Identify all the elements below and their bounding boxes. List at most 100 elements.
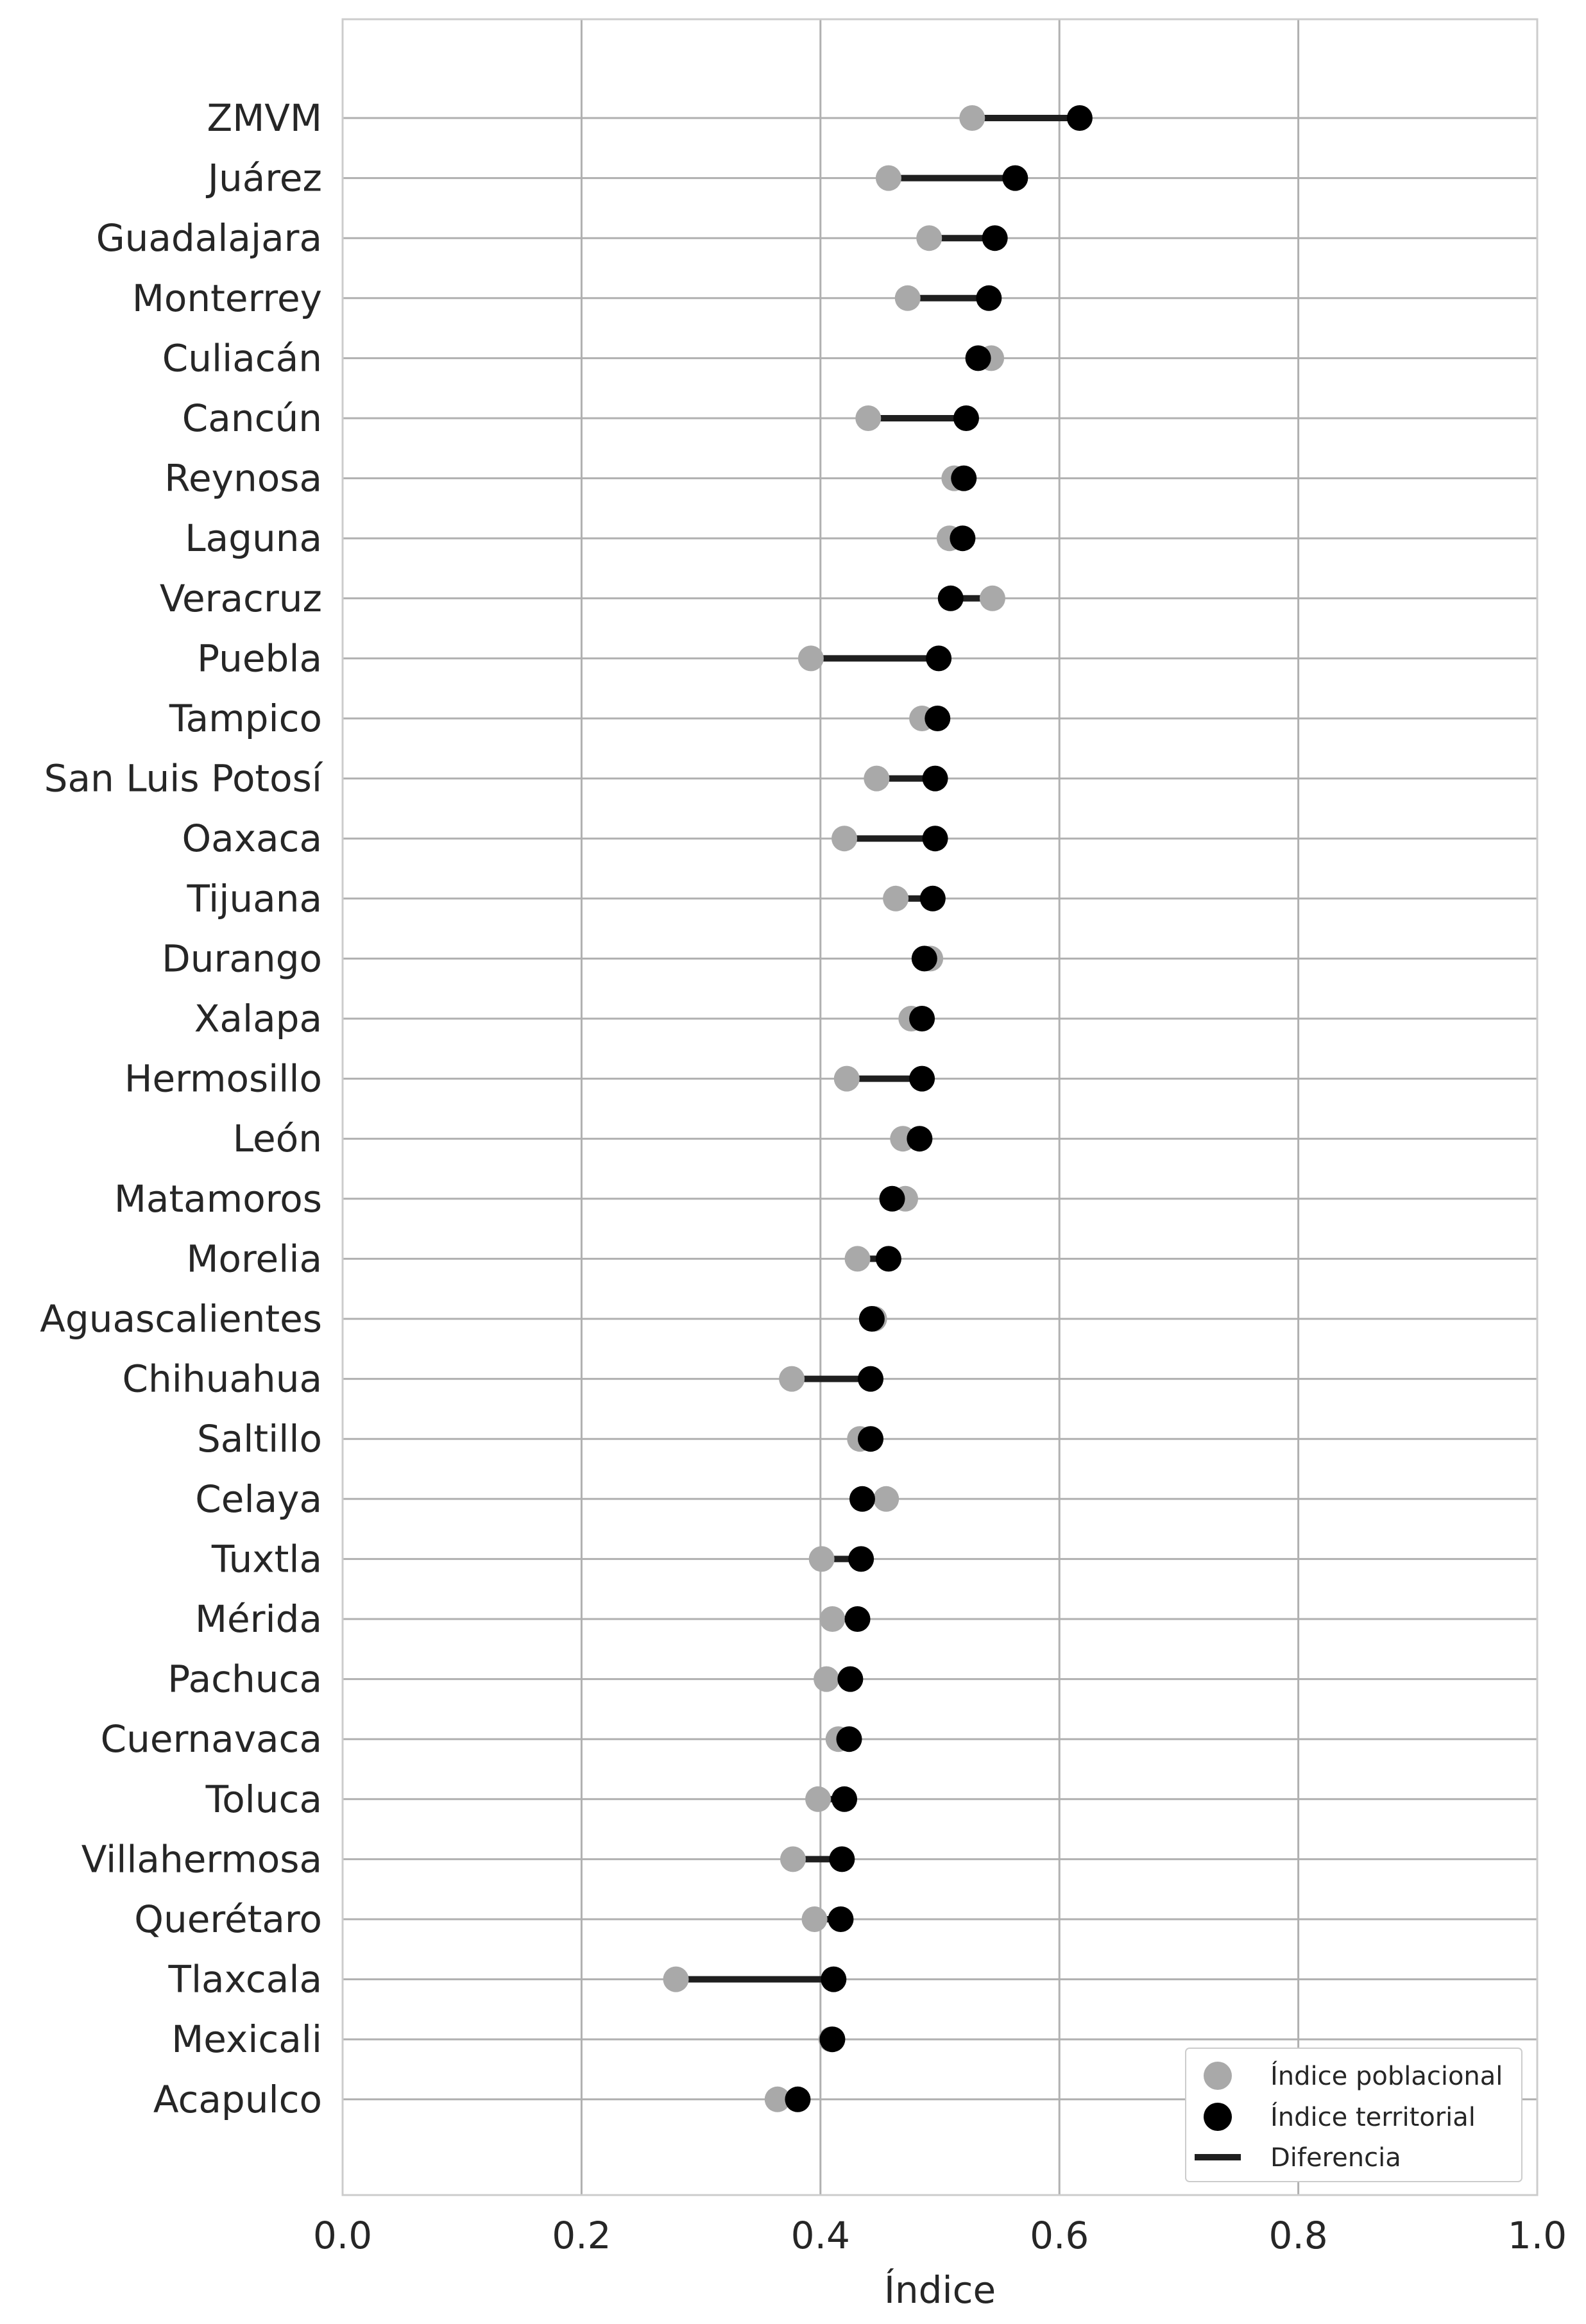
territorial-point — [922, 765, 948, 792]
y-tick-label: Hermosillo — [124, 1057, 322, 1101]
legend-box — [1185, 2048, 1522, 2182]
y-tick-label: Tampico — [169, 697, 322, 740]
y-tick-labels: ZMVM Juárez Guadalajara Monterrey Culiacán Ca… — [40, 96, 323, 2121]
territorial-point — [953, 405, 979, 431]
territorial-point — [926, 645, 952, 672]
poblacional-point — [808, 1546, 835, 1572]
poblacional-point — [873, 1486, 900, 1512]
territorial-point — [1002, 165, 1028, 191]
poblacional-point — [979, 585, 1005, 611]
y-tick-label: Pachuca — [167, 1658, 322, 1701]
poblacional-point — [764, 2086, 790, 2112]
y-tick-label: Oaxaca — [182, 817, 323, 860]
poblacional-point — [916, 225, 942, 251]
x-tick-label: 0.8 — [1268, 2214, 1327, 2257]
x-tick-label: 0.0 — [313, 2214, 372, 2257]
y-tick-label: León — [233, 1117, 322, 1160]
legend-label-territorial: Índice territorial — [1270, 2101, 1476, 2132]
poblacional-point — [779, 1366, 805, 1392]
poblacional-point — [780, 1846, 806, 1872]
y-tick-label: Querétaro — [134, 1897, 322, 1941]
x-tick-label: 0.2 — [552, 2214, 611, 2257]
poblacional-point — [814, 1666, 840, 1692]
territorial-point — [982, 225, 1008, 251]
y-tick-label: Morelia — [186, 1237, 322, 1280]
poblacional-point — [797, 645, 824, 672]
y-tick-label: Veracruz — [160, 577, 322, 620]
y-tick-label: Mexicali — [171, 2017, 322, 2061]
y-tick-label: Acapulco — [153, 2078, 322, 2121]
poblacional-point — [883, 885, 909, 912]
territorial-point — [875, 1246, 901, 1272]
territorial-point — [785, 2086, 811, 2112]
x-axis-title: Índice — [884, 2268, 996, 2312]
poblacional-point — [805, 1786, 831, 1812]
legend-marker-poblacional — [1204, 2062, 1232, 2090]
y-tick-label: Guadalajara — [96, 216, 322, 260]
territorial-point — [821, 1966, 847, 1992]
poblacional-point — [819, 1606, 846, 1632]
plot-background — [343, 19, 1537, 2195]
y-tick-label: Reynosa — [164, 457, 322, 500]
x-tick-label: 0.4 — [791, 2214, 850, 2257]
territorial-point — [907, 1126, 933, 1152]
y-tick-label: Villahermosa — [81, 1837, 322, 1881]
territorial-point — [879, 1185, 905, 1212]
x-tick-label: 1.0 — [1508, 2214, 1567, 2257]
poblacional-point — [959, 105, 985, 131]
poblacional-point — [831, 826, 858, 852]
y-tick-label: Xalapa — [194, 997, 322, 1040]
territorial-point — [937, 585, 964, 611]
territorial-point — [849, 1486, 875, 1512]
territorial-point — [837, 1666, 864, 1692]
y-tick-label: Juárez — [206, 157, 322, 200]
territorial-point — [828, 1906, 854, 1932]
territorial-point — [836, 1726, 862, 1752]
y-tick-label: Puebla — [197, 636, 322, 680]
y-tick-label: Monterrey — [132, 276, 322, 320]
y-tick-label: Celaya — [195, 1477, 322, 1521]
poblacional-point — [864, 765, 890, 792]
territorial-point — [848, 1546, 874, 1572]
y-tick-label: San Luis Potosí — [44, 757, 323, 801]
territorial-point — [911, 946, 937, 972]
y-tick-label: Saltillo — [197, 1417, 322, 1461]
territorial-point — [829, 1846, 855, 1872]
poblacional-point — [855, 405, 882, 431]
legend: Índice poblacional Índice territorial Di… — [1185, 2048, 1522, 2182]
x-tick-label: 0.6 — [1030, 2214, 1089, 2257]
y-tick-label: Durango — [162, 937, 322, 980]
y-tick-label: Toluca — [205, 1777, 322, 1821]
y-tick-label: Matamoros — [114, 1177, 322, 1221]
territorial-points — [785, 105, 1093, 2112]
legend-label-poblacional: Índice poblacional — [1270, 2060, 1503, 2091]
territorial-point — [819, 2026, 846, 2053]
territorial-point — [909, 1006, 935, 1031]
poblacional-point — [894, 285, 921, 311]
y-tick-label: Mérida — [195, 1597, 322, 1641]
territorial-point — [831, 1786, 858, 1812]
x-tick-labels: 0.0 0.2 0.4 0.6 0.8 1.0 — [313, 2214, 1567, 2257]
y-tick-label: Laguna — [185, 516, 322, 560]
territorial-point — [909, 1065, 935, 1092]
territorial-point — [950, 525, 976, 552]
territorial-point — [919, 885, 946, 912]
territorial-point — [1066, 105, 1093, 131]
poblacional-point — [844, 1246, 871, 1272]
territorial-point — [858, 1366, 884, 1392]
poblacional-point — [875, 165, 901, 191]
legend-label-diferencia: Diferencia — [1270, 2143, 1401, 2173]
y-tick-label: Aguascalientes — [40, 1297, 322, 1341]
territorial-point — [965, 345, 991, 371]
y-tick-label: Cuernavaca — [101, 1717, 322, 1761]
y-tick-label: Culiacán — [162, 336, 322, 380]
y-tick-label: ZMVM — [207, 96, 323, 140]
y-tick-label: Cancún — [182, 396, 322, 440]
territorial-point — [925, 706, 951, 731]
poblacional-point — [833, 1065, 860, 1092]
territorial-point — [844, 1606, 871, 1632]
plot-frame — [341, 18, 1539, 2196]
territorial-point — [858, 1306, 885, 1332]
territorial-point — [976, 285, 1002, 311]
